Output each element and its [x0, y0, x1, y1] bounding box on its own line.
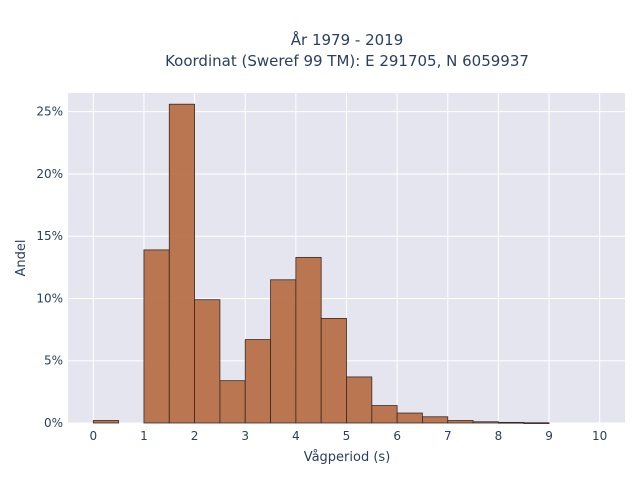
x-tick-label: 0: [89, 429, 97, 443]
histogram-bar: [143, 249, 170, 424]
histogram-bar: [219, 380, 246, 424]
chart-title: År 1979 - 2019 Koordinat (Sweref 99 TM):…: [165, 30, 529, 70]
y-tick-label: 0%: [44, 416, 63, 430]
y-tick-label: 5%: [44, 354, 63, 368]
histogram-bar: [320, 317, 347, 424]
chart-title-line1: År 1979 - 2019: [291, 30, 404, 49]
x-tick-label: 2: [191, 429, 199, 443]
x-tick-label: 8: [495, 429, 503, 443]
histogram-bar: [447, 420, 474, 424]
histogram-bar: [244, 339, 271, 424]
x-tick-label: 1: [140, 429, 148, 443]
histogram-bar: [295, 256, 322, 424]
histogram-bar: [396, 412, 423, 424]
y-tick-label: 20%: [36, 167, 63, 181]
histogram-bar: [422, 416, 449, 424]
x-tick-label: 7: [444, 429, 452, 443]
histogram-bar: [498, 421, 525, 424]
y-tick-label: 10%: [36, 291, 63, 305]
histogram-bar: [270, 279, 297, 424]
y-axis-title: Andel: [14, 240, 29, 277]
histogram-bar: [371, 405, 398, 424]
y-tick-labels: 0% 5% 10% 15% 20% 25%: [36, 105, 63, 430]
histogram-bar: [472, 421, 499, 424]
histogram-bar: [194, 299, 221, 424]
x-tick-label: 10: [592, 429, 607, 443]
histogram-bar: [523, 422, 550, 424]
x-tick-label: 6: [393, 429, 401, 443]
histogram-bar: [168, 103, 195, 424]
x-tick-label: 9: [545, 429, 553, 443]
bar-layer: [92, 103, 550, 424]
x-tick-label: 4: [292, 429, 300, 443]
x-tick-label: 3: [241, 429, 249, 443]
x-tick-label: 5: [343, 429, 351, 443]
histogram-bar: [346, 376, 373, 424]
chart-title-line2: Koordinat (Sweref 99 TM): E 291705, N 60…: [165, 52, 529, 70]
x-axis-title: Vågperiod (s): [304, 450, 391, 465]
x-tick-labels: 0 1 2 3 4 5 6 7 8 9 10: [89, 429, 607, 443]
histogram-bar: [92, 420, 120, 424]
y-tick-label: 15%: [36, 229, 63, 243]
y-tick-label: 25%: [36, 105, 63, 119]
